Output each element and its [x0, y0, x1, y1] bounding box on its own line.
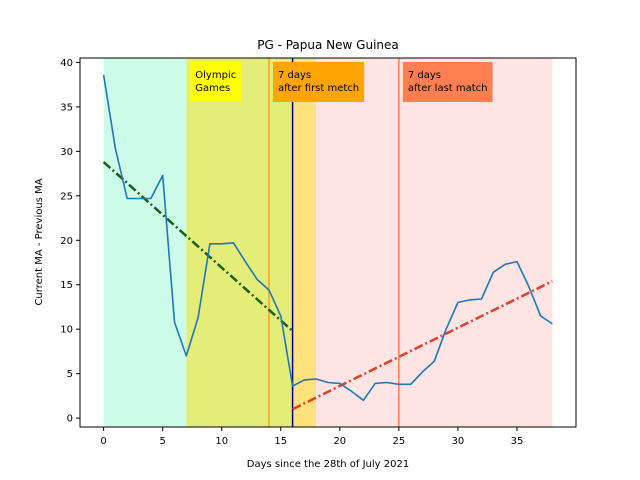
x-tick-label: 30 [452, 436, 465, 447]
shaded-region [103, 58, 187, 427]
y-axis-label: Current MA - Previous MA [34, 178, 45, 305]
x-tick-label: 20 [333, 436, 346, 447]
y-tick-label: 5 [67, 369, 73, 380]
y-tick-label: 40 [60, 58, 73, 69]
x-tick-label: 10 [215, 436, 228, 447]
annotation: 7 days after first metch [272, 62, 365, 102]
x-tick-label: 35 [511, 436, 524, 447]
data-series [102, 74, 553, 402]
plot-frame [79, 57, 577, 428]
x-axis-label: Days since the 28th of July 2021 [247, 459, 409, 470]
x-tick-label: 5 [159, 436, 165, 447]
y-tick-label: 10 [60, 325, 73, 336]
annotation-box [402, 62, 493, 102]
shaded-regions [103, 58, 553, 427]
shaded-region [316, 58, 553, 427]
annotation-text: after last match [408, 83, 488, 94]
trend-line [292, 280, 553, 411]
y-tick-label: 35 [60, 102, 73, 113]
annotation-box [272, 62, 365, 102]
y-tick-label: 30 [60, 147, 73, 158]
x-tick-label: 15 [274, 436, 287, 447]
annotation-text: Olympic [195, 70, 236, 81]
x-tick-label: 25 [392, 436, 405, 447]
chart-title: PG - Papua New Guinea [257, 38, 399, 52]
y-tick-label: 0 [67, 414, 73, 425]
shaded-region [186, 58, 293, 427]
y-axis-ticks: 0 5 10 15 20 25 30 35 40 [60, 58, 80, 425]
trend-line [102, 161, 294, 332]
annotation-text: Games [195, 83, 230, 94]
vertical-marker-lines [268, 58, 400, 427]
x-tick-label: 0 [100, 436, 106, 447]
annotation-text: 7 days [408, 70, 441, 81]
series-line [102, 74, 553, 402]
annotation-box [190, 62, 242, 102]
y-tick-label: 15 [60, 280, 73, 291]
shaded-region [292, 58, 317, 427]
annotation-text: after first metch [278, 83, 359, 94]
trend-lines [102, 161, 553, 411]
annotation: 7 days after last match [402, 62, 493, 102]
y-tick-label: 25 [60, 191, 73, 202]
annotation-text: 7 days [278, 70, 311, 81]
y-tick-label: 20 [60, 236, 73, 247]
x-axis-ticks: 0 5 10 15 20 25 30 35 [100, 427, 523, 447]
annotation: Olympic Games [190, 62, 242, 102]
